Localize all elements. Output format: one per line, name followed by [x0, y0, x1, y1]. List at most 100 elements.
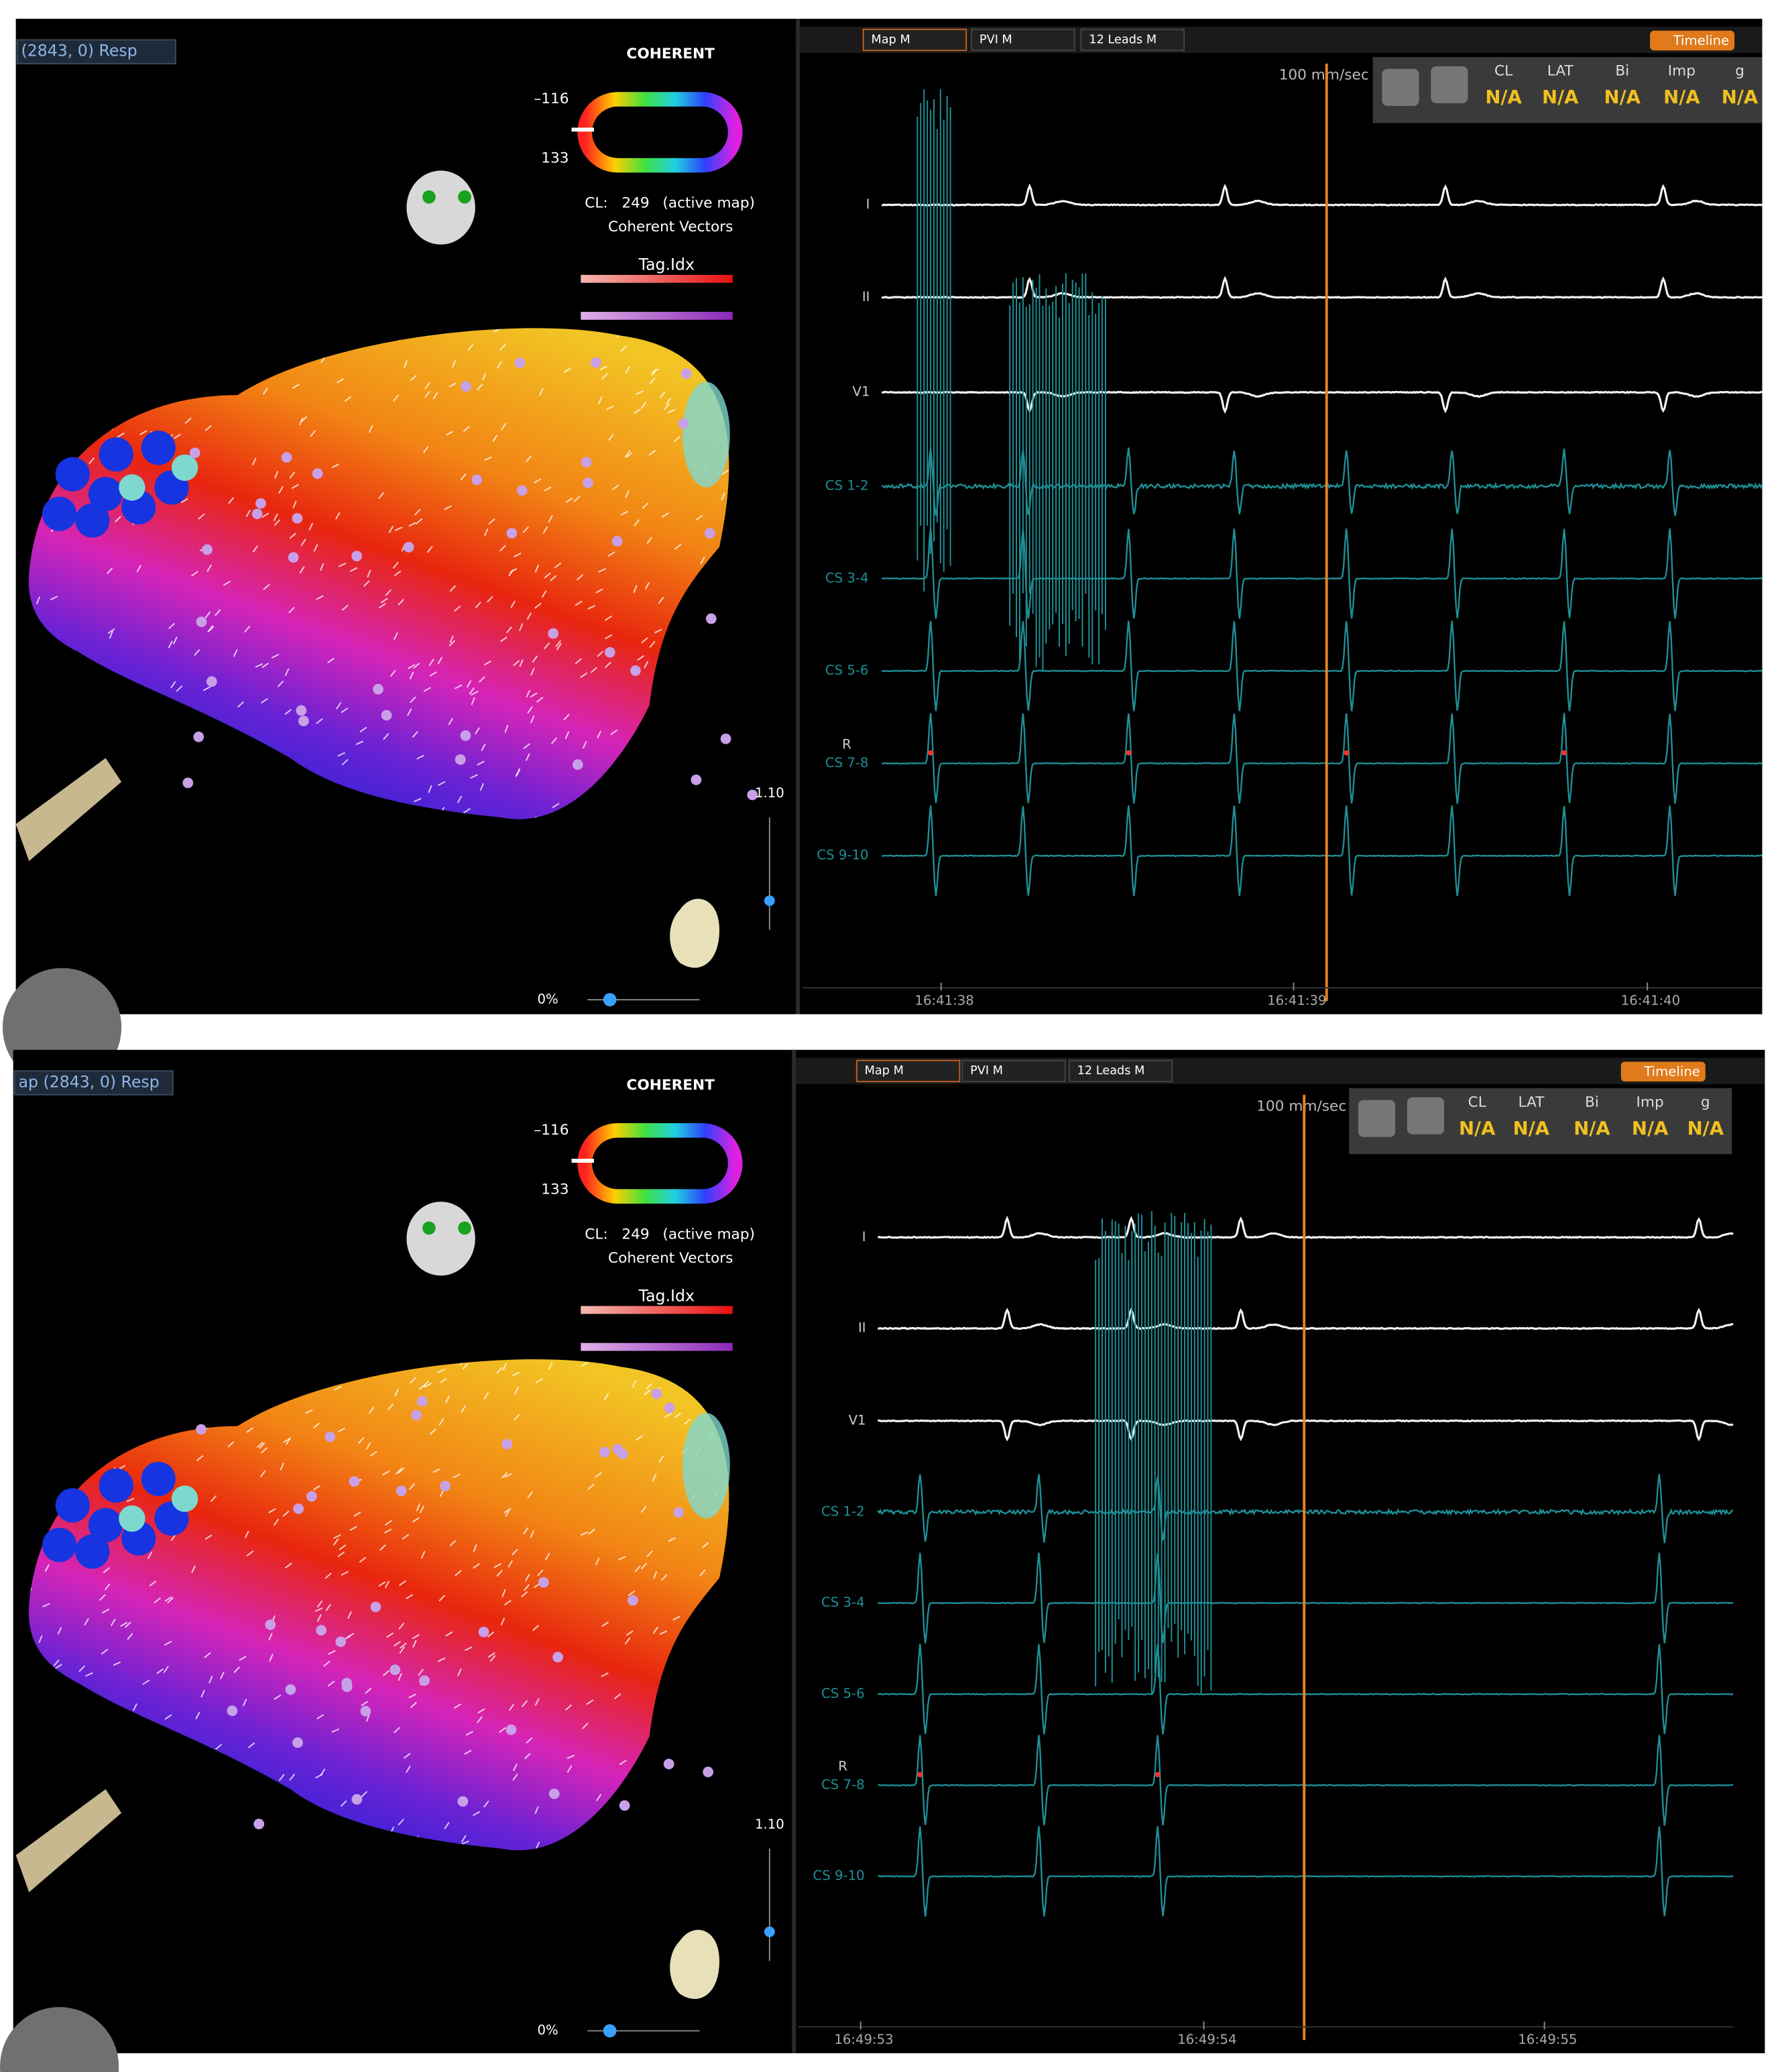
vector	[210, 1495, 217, 1502]
toolbar-dropdown[interactable]	[1080, 28, 1185, 52]
vector	[590, 667, 597, 673]
vector	[142, 1679, 150, 1685]
toolbar-dropdown[interactable]	[961, 1059, 1066, 1082]
vector	[337, 1551, 345, 1558]
vector	[473, 1563, 480, 1569]
point	[288, 552, 299, 563]
vector	[672, 1615, 680, 1621]
toolbar-item[interactable]: PVI M	[970, 1064, 1003, 1078]
stat-label: CL	[1468, 1094, 1486, 1110]
vector	[699, 1569, 706, 1576]
vector	[526, 1737, 533, 1744]
vector	[403, 360, 408, 368]
point	[705, 613, 717, 624]
vector	[410, 1377, 416, 1384]
vector	[260, 1447, 268, 1454]
vector	[239, 1656, 247, 1661]
point	[227, 1705, 238, 1717]
zoom-knob	[764, 1926, 775, 1937]
vector	[575, 600, 583, 606]
vector	[277, 680, 284, 687]
vector	[314, 1607, 323, 1612]
channel-label: I	[866, 196, 870, 212]
stat-value: N/A	[1663, 87, 1700, 108]
face-eye	[422, 190, 436, 204]
point	[189, 447, 200, 459]
vector	[595, 1557, 600, 1566]
tag-sphere	[171, 1485, 198, 1512]
vector	[200, 1690, 205, 1698]
annotation-dot	[928, 750, 934, 756]
vector	[618, 1556, 626, 1561]
vector	[501, 422, 507, 430]
vector	[660, 1574, 668, 1581]
annotation-dot	[1126, 750, 1132, 756]
vector	[477, 760, 485, 766]
timeline-label[interactable]: Timeline	[1643, 1064, 1700, 1080]
toolbar-item[interactable]: 12 Leads M	[1077, 1064, 1145, 1078]
vector	[299, 566, 305, 574]
point	[703, 1766, 714, 1778]
toolbar-dropdown[interactable]	[862, 28, 967, 52]
vector	[261, 512, 270, 518]
timeline-label[interactable]: Timeline	[1673, 33, 1730, 48]
vector	[514, 1386, 520, 1395]
timeline-button[interactable]	[1620, 1061, 1706, 1082]
toolbar-dropdown[interactable]	[855, 1059, 961, 1082]
toolbar-item[interactable]: PVI M	[979, 33, 1012, 46]
vector	[209, 1676, 213, 1684]
toolbar-item[interactable]: Map M	[865, 1064, 904, 1078]
vector	[424, 1382, 432, 1388]
vector	[487, 1631, 495, 1638]
vector	[544, 642, 550, 650]
vector	[702, 1542, 709, 1548]
vector	[102, 1608, 110, 1614]
point	[285, 1684, 296, 1695]
vector	[167, 1597, 174, 1604]
vector	[695, 514, 703, 521]
vector	[658, 597, 664, 604]
vector	[483, 528, 489, 536]
vector	[481, 743, 486, 752]
vector	[384, 1519, 392, 1526]
point	[292, 513, 303, 524]
vector	[400, 1642, 407, 1649]
toolbar-dropdown[interactable]	[1068, 1059, 1173, 1082]
toolbar-item[interactable]: 12 Leads M	[1089, 33, 1156, 46]
vector	[582, 741, 587, 749]
vector	[483, 660, 491, 666]
vector	[291, 483, 299, 490]
zoom-knob	[764, 895, 775, 907]
vector	[416, 754, 424, 760]
vector	[437, 1657, 446, 1662]
trace	[881, 528, 1763, 619]
toolbar-dropdown[interactable]	[971, 28, 1075, 52]
vector	[474, 727, 480, 735]
toolbar-item[interactable]: Map M	[871, 33, 910, 46]
vector	[399, 1646, 405, 1654]
vector	[667, 408, 676, 414]
vector	[349, 1526, 357, 1532]
vector	[481, 373, 487, 381]
vector	[548, 1362, 553, 1370]
vector	[406, 1765, 411, 1773]
vector	[624, 1637, 631, 1645]
point	[691, 774, 702, 785]
point	[316, 1625, 327, 1636]
vector	[544, 486, 552, 492]
vector	[50, 595, 58, 601]
stats-button	[1407, 1097, 1444, 1135]
point	[360, 1706, 371, 1717]
face-eye	[458, 190, 471, 204]
vector	[337, 752, 345, 757]
vector	[414, 797, 422, 803]
vector	[534, 565, 540, 573]
vector	[412, 1634, 420, 1639]
point	[265, 1619, 276, 1630]
annotation-dot	[1561, 750, 1567, 756]
timeline-button[interactable]	[1650, 30, 1735, 51]
vector	[340, 1800, 347, 1807]
trace	[882, 390, 1763, 414]
vector	[398, 599, 405, 606]
vector	[606, 405, 614, 410]
